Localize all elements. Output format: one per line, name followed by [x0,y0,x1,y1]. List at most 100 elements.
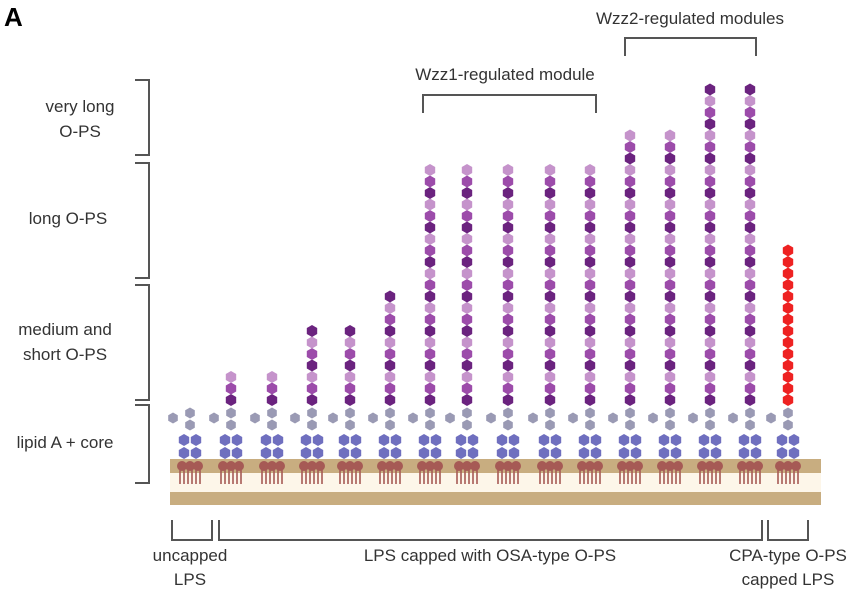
o-antigen-sugar [664,348,676,360]
lipid-head [234,461,244,471]
core-sugar [185,407,195,419]
lipid-head [226,461,236,471]
o-antigen-sugar [744,279,756,291]
core-sugar [545,419,555,431]
o-antigen-sugar [744,244,756,257]
lipid-head [393,461,403,471]
o-antigen-sugar [461,394,473,406]
core-sugar [312,447,324,459]
core-sugar [178,434,190,446]
o-antigen-sugar [306,336,318,349]
o-antigen-sugar [502,382,514,395]
lipid-head [537,461,547,471]
o-antigen-sugar [424,290,436,303]
o-antigen-sugar [344,348,356,360]
lipid-head [218,461,228,471]
core-sugar [486,412,496,424]
core-sugar [783,419,793,431]
core-sugar [445,412,455,424]
bottom-label: CPA-type O-PS capped LPS [729,546,847,589]
o-antigen-sugar [704,313,716,326]
o-antigen-sugar [624,325,636,337]
core-sugar [462,407,472,419]
core-sugar [670,434,682,446]
o-antigen-sugar [461,371,473,383]
core-sugar [528,412,538,424]
o-antigen-sugar [544,313,556,326]
core-sugar [658,447,670,459]
core-sugar [745,407,755,419]
o-antigen-sugar [744,106,756,119]
bracket [171,520,213,541]
o-antigen-sugar [461,359,473,372]
bottom-label: LPS capped with OSA-type O-PS [364,546,616,565]
o-antigen-sugar [461,336,473,349]
core-sugar [670,447,682,459]
o-antigen-sugar [704,348,716,360]
o-antigen-sugar [584,267,596,280]
core-sugar [625,407,635,419]
o-antigen-sugar [704,95,716,107]
core-sugar [350,434,362,446]
o-antigen-sugar [461,279,473,291]
o-antigen-sugar [704,152,716,165]
core-sugar [272,447,284,459]
o-antigen-sugar [502,210,514,222]
core-sugar [455,434,467,446]
o-antigen-sugar [744,382,756,395]
core-sugar [630,434,642,446]
o-antigen-sugar [704,244,716,257]
core-sugar [190,434,202,446]
o-antigen-sugar [461,244,473,257]
core-sugar [272,434,284,446]
o-antigen-sugar [461,302,473,314]
lipid-head [377,461,387,471]
o-antigen-sugar [624,187,636,199]
o-antigen-sugar [544,279,556,291]
o-antigen-sugar [744,83,756,96]
o-antigen-sugar [704,118,716,130]
o-antigen-sugar [502,256,514,268]
core-sugar [688,412,698,424]
o-antigen-sugar [384,359,396,372]
o-antigen-sugar [664,141,676,153]
o-antigen-sugar [306,382,318,395]
o-antigen-sugar [704,325,716,337]
o-antigen-sugar [544,256,556,268]
o-antigen-sugar [544,290,556,303]
o-antigen-sugar [584,313,596,326]
core-sugar [590,447,602,459]
o-antigen-sugar [744,164,756,176]
o-antigen-sugar [461,221,473,234]
lipid-head [275,461,285,471]
o-antigen-sugar [461,348,473,360]
o-antigen-sugar [544,164,556,176]
o-antigen-sugar [544,359,556,372]
core-sugar [788,447,800,459]
membrane [170,492,821,505]
core-sugar [750,434,762,446]
core-sugar [503,407,513,419]
bracket [422,94,597,113]
core-sugar [300,434,312,446]
o-antigen-sugar [624,244,636,257]
lipid-head [267,461,277,471]
lipid-head [745,461,755,471]
o-antigen-sugar [664,290,676,303]
o-antigen-sugar [502,233,514,245]
o-antigen-sugar [424,198,436,211]
o-antigen-sugar [424,348,436,360]
o-antigen-sugar [384,325,396,337]
o-antigen-sugar [624,382,636,395]
o-antigen-sugar [744,371,756,383]
o-antigen-sugar [624,371,636,383]
core-sugar [750,447,762,459]
o-antigen-sugar [384,394,396,406]
core-sugar [788,434,800,446]
o-antigen-sugar [424,187,436,199]
core-sugar [585,419,595,431]
o-antigen-sugar [266,382,278,395]
o-antigen-sugar [266,371,278,383]
o-antigen-sugar [584,348,596,360]
o-antigen-sugar [744,256,756,268]
